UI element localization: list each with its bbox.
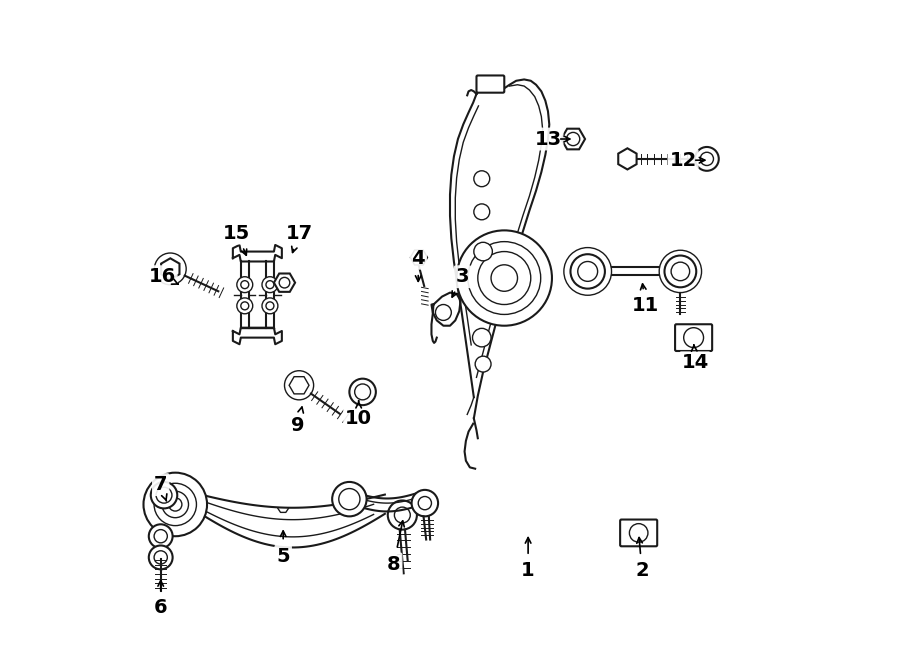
Circle shape bbox=[629, 524, 648, 542]
Text: 8: 8 bbox=[387, 555, 400, 573]
Circle shape bbox=[664, 256, 697, 287]
Circle shape bbox=[473, 242, 492, 261]
Circle shape bbox=[564, 248, 611, 295]
Circle shape bbox=[143, 473, 207, 536]
Circle shape bbox=[148, 524, 173, 548]
Circle shape bbox=[241, 281, 248, 289]
Circle shape bbox=[338, 489, 360, 510]
Circle shape bbox=[262, 277, 278, 293]
Circle shape bbox=[418, 496, 431, 510]
Circle shape bbox=[671, 262, 689, 281]
Circle shape bbox=[491, 265, 518, 291]
Circle shape bbox=[571, 254, 605, 289]
Circle shape bbox=[162, 491, 188, 518]
Circle shape bbox=[684, 328, 704, 348]
Circle shape bbox=[475, 356, 491, 372]
Polygon shape bbox=[618, 148, 636, 169]
Circle shape bbox=[332, 482, 366, 516]
Circle shape bbox=[388, 500, 417, 530]
Text: 5: 5 bbox=[276, 547, 290, 565]
Circle shape bbox=[349, 379, 376, 405]
Circle shape bbox=[148, 545, 173, 569]
Text: 13: 13 bbox=[535, 130, 562, 148]
FancyBboxPatch shape bbox=[476, 75, 504, 93]
Circle shape bbox=[237, 277, 253, 293]
Circle shape bbox=[262, 298, 278, 314]
Circle shape bbox=[472, 328, 491, 347]
Circle shape bbox=[241, 302, 248, 310]
Text: 1: 1 bbox=[521, 561, 535, 580]
Circle shape bbox=[394, 507, 410, 523]
FancyBboxPatch shape bbox=[675, 324, 712, 351]
Circle shape bbox=[154, 551, 167, 564]
Text: 7: 7 bbox=[154, 475, 167, 494]
Circle shape bbox=[700, 152, 714, 166]
Text: 15: 15 bbox=[223, 224, 250, 242]
Text: 16: 16 bbox=[148, 267, 176, 286]
Polygon shape bbox=[274, 273, 295, 292]
Text: 10: 10 bbox=[345, 409, 372, 428]
Circle shape bbox=[151, 482, 177, 508]
Circle shape bbox=[571, 254, 605, 289]
Text: 6: 6 bbox=[154, 598, 167, 617]
Circle shape bbox=[266, 281, 274, 289]
Circle shape bbox=[695, 147, 719, 171]
Circle shape bbox=[154, 483, 196, 526]
Circle shape bbox=[411, 490, 438, 516]
Circle shape bbox=[266, 302, 274, 310]
Text: 17: 17 bbox=[285, 224, 312, 242]
Circle shape bbox=[473, 204, 490, 220]
Text: 14: 14 bbox=[681, 354, 708, 372]
Circle shape bbox=[436, 305, 451, 320]
Circle shape bbox=[456, 230, 552, 326]
Circle shape bbox=[355, 384, 371, 400]
Circle shape bbox=[664, 256, 697, 287]
Circle shape bbox=[659, 250, 702, 293]
Circle shape bbox=[478, 252, 531, 305]
Text: 2: 2 bbox=[635, 561, 649, 580]
Polygon shape bbox=[161, 258, 179, 279]
Text: 11: 11 bbox=[632, 297, 659, 315]
Circle shape bbox=[279, 277, 290, 288]
Circle shape bbox=[566, 132, 580, 146]
Circle shape bbox=[578, 261, 598, 281]
Polygon shape bbox=[562, 128, 585, 150]
Circle shape bbox=[237, 298, 253, 314]
Text: 3: 3 bbox=[455, 267, 469, 286]
Circle shape bbox=[168, 498, 182, 511]
Polygon shape bbox=[289, 377, 309, 394]
Circle shape bbox=[284, 371, 313, 400]
Circle shape bbox=[155, 253, 186, 285]
Circle shape bbox=[468, 242, 541, 314]
FancyBboxPatch shape bbox=[620, 520, 657, 546]
Text: 9: 9 bbox=[291, 416, 304, 434]
Circle shape bbox=[154, 530, 167, 543]
Circle shape bbox=[473, 171, 490, 187]
Polygon shape bbox=[410, 250, 428, 265]
Text: 12: 12 bbox=[670, 151, 697, 169]
Circle shape bbox=[156, 487, 172, 503]
Text: 4: 4 bbox=[411, 249, 425, 267]
